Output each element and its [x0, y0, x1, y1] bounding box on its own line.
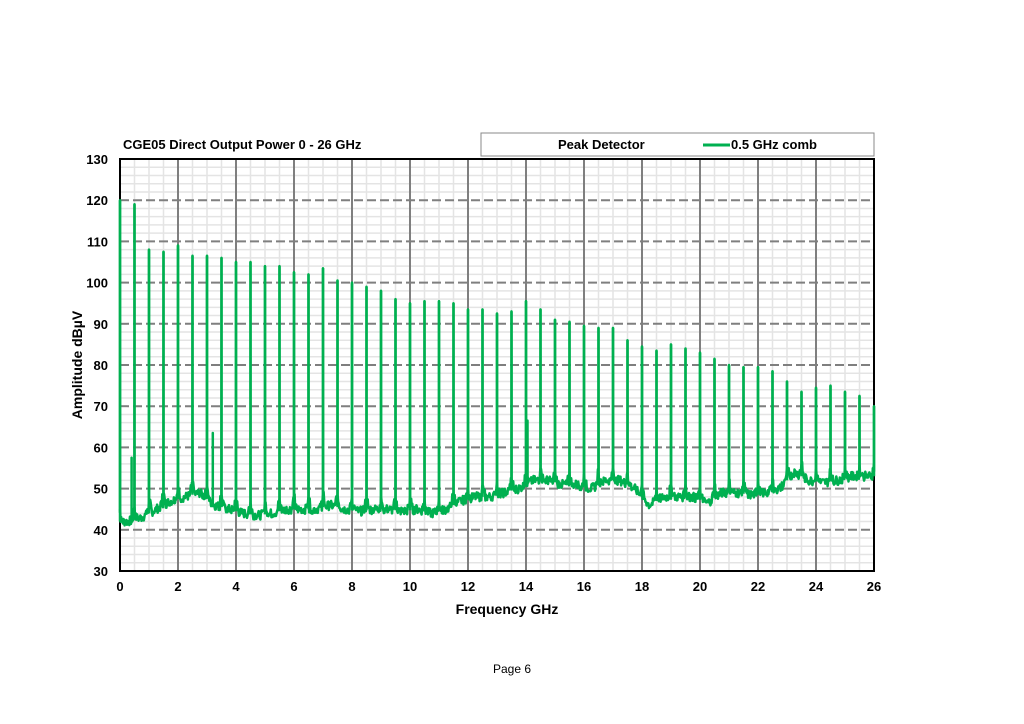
y-tick-label: 110 [87, 234, 108, 249]
tick-labels: 0 2 4 6 8 10 12 14 16 18 20 22 24 2630405060708090100… [86, 152, 881, 594]
chart-title: CGE05 Direct Output Power 0 - 26 GHz [123, 137, 362, 152]
x-tick-label: 4 [232, 579, 240, 594]
x-tick-label: 14 [519, 579, 534, 594]
y-tick-label: 80 [94, 358, 108, 373]
legend-box [480, 132, 875, 157]
x-tick-label: 12 [461, 579, 475, 594]
x-tick-label: 16 [577, 579, 591, 594]
x-tick-label: 26 [867, 579, 881, 594]
y-tick-label: 90 [94, 317, 108, 332]
legend-label: 0.5 GHz comb [731, 137, 817, 152]
x-axis-label: Frequency GHz [456, 601, 559, 617]
x-tick-label: 10 [403, 579, 417, 594]
y-tick-label: 30 [94, 564, 108, 579]
y-tick-label: 100 [86, 276, 108, 291]
x-tick-label: 6 [290, 579, 297, 594]
legend-title: Peak Detector [558, 137, 645, 152]
page-number: Page 6 [492, 662, 532, 676]
x-tick-label: 8 [348, 579, 355, 594]
x-tick-label: 22 [751, 579, 765, 594]
x-tick-label: 24 [809, 579, 824, 594]
x-tick-label: 20 [693, 579, 707, 594]
x-tick-label: 2 [174, 579, 181, 594]
x-tick-label: 18 [635, 579, 649, 594]
y-tick-label: 40 [94, 523, 108, 538]
y-tick-label: 130 [86, 152, 108, 167]
y-axis-label: Amplitude dBµV [69, 310, 85, 419]
y-tick-label: 50 [94, 482, 108, 497]
y-tick-label: 60 [94, 440, 108, 455]
x-tick-label: 0 [116, 579, 123, 594]
y-tick-label: 70 [94, 399, 108, 414]
series-group [118, 198, 876, 527]
y-tick-label: 120 [86, 193, 108, 208]
